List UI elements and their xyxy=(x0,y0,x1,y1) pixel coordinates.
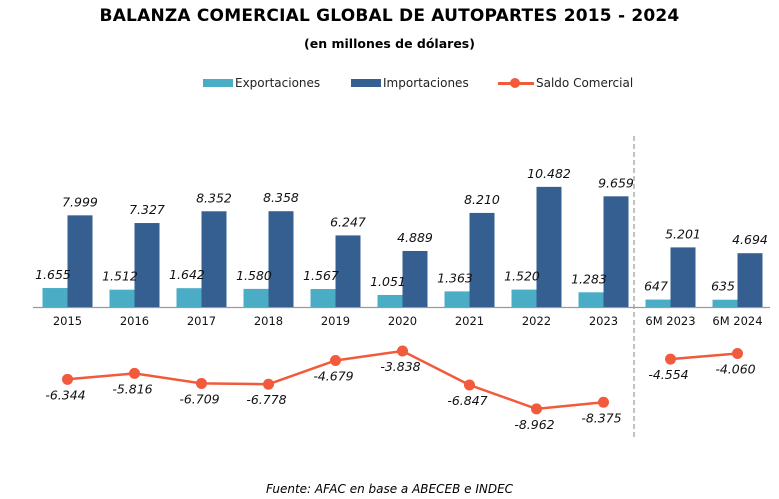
bar-importaciones xyxy=(134,223,160,307)
data-label-exportaciones: 1.642 xyxy=(169,267,205,282)
point-saldo-comercial xyxy=(598,396,609,408)
x-tick-label: 2016 xyxy=(120,314,149,328)
data-label-saldo-comercial: -5.816 xyxy=(112,381,152,396)
data-label-saldo-comercial: -6.847 xyxy=(447,393,487,408)
data-label-importaciones: 4.694 xyxy=(732,232,768,247)
bar-exportaciones xyxy=(511,289,537,307)
legend: Exportaciones Importaciones Saldo Comerc… xyxy=(0,76,779,92)
bar-importaciones xyxy=(737,253,763,307)
data-label-saldo-comercial: -6.709 xyxy=(179,391,219,406)
data-label-exportaciones: 1.363 xyxy=(437,270,473,285)
data-label-exportaciones: 647 xyxy=(644,279,668,294)
data-label-importaciones: 5.201 xyxy=(665,226,701,241)
bar-importaciones xyxy=(536,186,562,307)
data-label-saldo-comercial: -8.962 xyxy=(514,417,554,432)
point-saldo-comercial xyxy=(464,379,475,391)
data-label-exportaciones: 635 xyxy=(711,279,735,294)
x-tick-label: 2015 xyxy=(53,314,82,328)
bar-importaciones xyxy=(402,250,428,307)
data-label-saldo-comercial: -8.375 xyxy=(581,410,621,425)
x-tick-label: 2022 xyxy=(522,314,551,328)
bar-importaciones xyxy=(201,211,227,307)
legend-label-saldo: Saldo Comercial xyxy=(536,76,634,90)
legend-swatch-importaciones xyxy=(351,79,381,87)
data-label-importaciones: 10.482 xyxy=(527,166,571,181)
legend-line-marker-saldo xyxy=(498,78,534,88)
legend-label-exportaciones: Exportaciones xyxy=(235,76,321,90)
point-saldo-comercial xyxy=(732,348,743,360)
legend-item-saldo: Saldo Comercial xyxy=(498,76,633,90)
data-label-saldo-comercial: -3.838 xyxy=(380,359,420,374)
point-saldo-comercial xyxy=(665,353,676,365)
data-label-exportaciones: 1.512 xyxy=(102,269,138,284)
legend-item-importaciones: Importaciones xyxy=(351,76,469,90)
bar-importaciones xyxy=(670,247,696,307)
data-label-importaciones: 7.999 xyxy=(62,194,98,209)
legend-label-importaciones: Importaciones xyxy=(383,76,469,90)
data-label-saldo-comercial: -6.778 xyxy=(246,392,286,407)
data-label-importaciones: 8.352 xyxy=(196,190,232,205)
data-label-exportaciones: 1.283 xyxy=(571,271,607,286)
x-tick-label: 2018 xyxy=(254,314,283,328)
chart-title: BALANZA COMERCIAL GLOBAL DE AUTOPARTES 2… xyxy=(99,6,680,26)
point-saldo-comercial xyxy=(196,377,207,389)
data-label-importaciones: 4.889 xyxy=(397,230,433,245)
bar-importaciones xyxy=(268,211,294,307)
bar-exportaciones xyxy=(444,291,470,307)
bar-exportaciones xyxy=(176,288,202,307)
data-label-saldo-comercial: -6.344 xyxy=(45,387,85,402)
point-saldo-comercial xyxy=(129,367,140,379)
x-tick-label: 2019 xyxy=(321,314,350,328)
bar-importaciones xyxy=(335,235,361,307)
data-label-importaciones: 8.210 xyxy=(464,192,500,207)
source-note: Fuente: AFAC en base a ABECEB e INDEC xyxy=(265,482,514,496)
x-tick-label: 6M 2023 xyxy=(645,314,695,328)
bar-exportaciones xyxy=(243,288,269,307)
point-saldo-comercial xyxy=(62,373,73,385)
x-tick-label: 2017 xyxy=(187,314,216,328)
bar-exportaciones xyxy=(310,289,336,307)
bar-importaciones xyxy=(469,212,495,307)
data-label-importaciones: 6.247 xyxy=(330,214,366,229)
legend-swatch-exportaciones xyxy=(203,79,233,87)
data-label-exportaciones: 1.655 xyxy=(35,267,71,282)
chart-subtitle: (en millones de dólares) xyxy=(304,36,475,51)
x-tick-label: 2021 xyxy=(455,314,484,328)
data-label-exportaciones: 1.520 xyxy=(504,269,540,284)
bar-importaciones xyxy=(603,196,629,307)
data-label-importaciones: 9.659 xyxy=(598,175,634,190)
point-saldo-comercial xyxy=(330,355,341,367)
data-label-importaciones: 8.358 xyxy=(263,190,299,205)
x-tick-label: 6M 2024 xyxy=(712,314,762,328)
bar-exportaciones xyxy=(712,299,738,307)
data-label-saldo-comercial: -4.679 xyxy=(313,369,353,384)
bar-exportaciones xyxy=(578,292,604,307)
data-label-exportaciones: 1.580 xyxy=(236,268,272,283)
bar-importaciones xyxy=(67,215,93,307)
bar-exportaciones xyxy=(377,294,403,307)
point-saldo-comercial xyxy=(531,403,542,415)
point-saldo-comercial xyxy=(263,378,274,390)
data-label-saldo-comercial: -4.060 xyxy=(715,362,755,377)
data-label-saldo-comercial: -4.554 xyxy=(648,367,688,382)
line-saldo-comercial-segment xyxy=(670,352,738,361)
x-tick-label: 2023 xyxy=(589,314,618,328)
bar-exportaciones xyxy=(645,299,671,307)
bar-exportaciones xyxy=(109,289,135,307)
legend-item-exportaciones: Exportaciones xyxy=(203,76,320,90)
bar-exportaciones xyxy=(42,288,68,307)
x-tick-label: 2020 xyxy=(388,314,417,328)
point-saldo-comercial xyxy=(397,345,408,357)
data-label-importaciones: 7.327 xyxy=(129,202,165,217)
data-label-exportaciones: 1.567 xyxy=(303,268,339,283)
data-label-exportaciones: 1.051 xyxy=(370,274,406,289)
